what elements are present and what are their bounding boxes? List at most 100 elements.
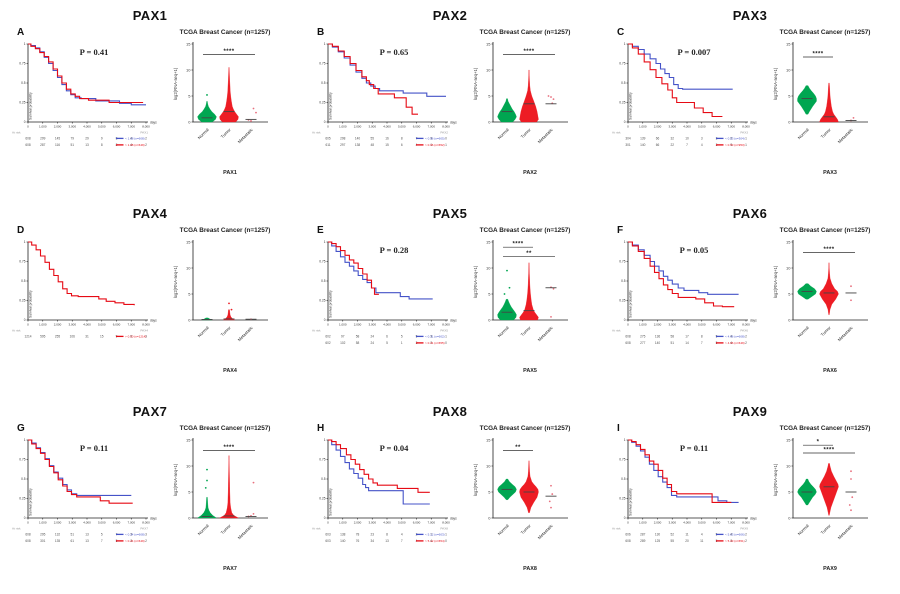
km-x-tick-label: 2,000: [354, 125, 362, 129]
violin-outlier-dot: [548, 500, 551, 503]
violin-x-tick-label: Metastatic: [837, 325, 854, 342]
km-y-tick-label: 1: [24, 438, 26, 442]
risk-legend-label: < 0.24 (n=608): [125, 533, 145, 537]
panel-letter: C: [617, 27, 625, 38]
km-x-tick-label: 5,000: [698, 521, 706, 525]
significance-stars: ****: [524, 49, 535, 55]
violin-title: TCGA Breast Cancer (n=1257): [780, 29, 871, 36]
risk-count: 602: [325, 341, 331, 345]
risk-count: 58: [356, 335, 360, 339]
survival-curve-high: [628, 43, 723, 118]
km-x-tick-label: 5,000: [98, 521, 106, 525]
violin-normal: [797, 85, 817, 115]
risk-count: 8: [701, 335, 703, 339]
panel-g: PAX7 G 0 0.25 0.5 0.75 1 0 1,000 2,000 3,000 4,00…: [0, 396, 300, 594]
risk-count: 8: [401, 137, 403, 141]
violin-y-tick-label: 0: [788, 317, 791, 322]
risk-table-header: At risk: [12, 527, 21, 531]
violin-outlier-dot: [850, 478, 852, 480]
risk-count: 301: [40, 539, 46, 543]
km-x-tick-label: 8,000: [442, 521, 450, 525]
risk-count: 595: [40, 335, 46, 339]
significance-stars: **: [526, 251, 532, 257]
km-x-tick-label: 8,000: [742, 521, 750, 525]
panel-letter: D: [17, 225, 25, 236]
panel-d: PAX4 D 0 0.25 0.5 0.75 1 0 1,000 2,000 3,000 4,00…: [0, 198, 300, 396]
violin-y-axis-label: log2(RNA-seq+1): [173, 463, 178, 496]
risk-count: 608: [625, 539, 631, 543]
violin-y-tick-label: 15: [186, 437, 191, 442]
km-x-tick-label: 4,000: [383, 125, 391, 129]
survival-curve-low: [628, 241, 739, 295]
violin-outlier-dot: [206, 468, 208, 471]
violin-x-tick-label: Tumor: [220, 523, 232, 535]
violin-x-axis-label: PAX6: [823, 368, 837, 374]
violin-x-tick-label: Normal: [497, 127, 510, 140]
panel-gene-title: PAX2: [432, 8, 468, 23]
violin-outlier-dot: [850, 509, 852, 512]
risk-count: 3: [145, 533, 147, 537]
violin-x-tick-label: Normal: [197, 523, 210, 536]
km-x-tick-label: 7,000: [427, 323, 435, 327]
violin-x-tick-label: Metastatic: [537, 127, 554, 144]
risk-count: 66: [656, 143, 660, 147]
risk-count: 2: [145, 143, 147, 147]
risk-legend-label: > 0.53 (n=953): [725, 143, 745, 147]
violin-y-tick-label: 0: [488, 119, 491, 124]
km-y-tick-label: 1: [324, 438, 326, 442]
panel-gene-title: PAX4: [132, 206, 168, 221]
risk-count: 132: [55, 533, 61, 537]
risk-count: 7: [686, 143, 688, 147]
risk-count: 608: [625, 341, 631, 345]
km-y-tick-label: 0: [24, 318, 26, 322]
km-y-tick-label: 0.5: [621, 279, 626, 283]
km-x-tick-label: 6,000: [413, 125, 421, 129]
risk-count: 608: [25, 137, 31, 141]
risk-count: 4: [730, 533, 732, 537]
risk-count: 4: [701, 533, 703, 537]
violin-outlier-dot: [252, 481, 255, 484]
risk-count: 608: [625, 335, 631, 339]
km-y-axis-label: Survival probability: [629, 290, 633, 318]
km-plot-svg: 0 0.25 0.5 0.75 1 0 1,000 2,000 3,000 4,000 5,000 6…: [12, 438, 157, 543]
km-plot-svg: 0 0.25 0.5 0.75 1 0 1,000 2,000 3,000 4,000 5,000 6…: [612, 240, 757, 345]
risk-legend-label: < 5.03 (n=606): [725, 533, 745, 537]
km-y-tick-label: 0.25: [19, 497, 25, 501]
violin-y-tick-label: 15: [786, 437, 791, 442]
violin-x-tick-label: Normal: [797, 325, 810, 338]
km-y-tick-label: 0.75: [619, 62, 625, 66]
km-y-tick-label: 0: [324, 120, 326, 124]
risk-count: 3: [730, 143, 732, 147]
violin-normal: [197, 101, 217, 123]
risk-count: 1214: [24, 335, 31, 339]
km-y-tick-label: 0.5: [621, 477, 626, 481]
risk-count: 297: [340, 143, 346, 147]
km-x-tick-label: 4,000: [683, 323, 691, 327]
km-y-tick-label: 0.5: [21, 477, 26, 481]
violin-plot-svg: TCGA Breast Cancer (n=1257) 0 5 10 15 log2(RN…: [473, 29, 570, 176]
risk-count: 4: [430, 539, 432, 543]
km-axes: [27, 242, 148, 321]
violin-y-tick-label: 15: [786, 41, 791, 46]
risk-count: 9: [101, 137, 103, 141]
risk-count: 58: [670, 335, 674, 339]
violin-tumor: [219, 67, 239, 123]
risk-table-header: At risk: [312, 131, 321, 135]
km-x-tick-label: 7,000: [727, 125, 735, 129]
violin-outlier-dot: [550, 484, 552, 487]
risk-legend-label: > 5.12 (n=654): [425, 539, 445, 543]
risk-count: 2: [745, 533, 747, 537]
risk-count: 5: [130, 335, 132, 339]
violin-normal: [497, 98, 517, 123]
risk-count: 7: [101, 539, 103, 543]
risk-count: 5: [386, 341, 388, 345]
km-pvalue: P = 0.28: [380, 245, 409, 255]
violin-outlier-dot: [552, 287, 555, 290]
risk-count: 5: [101, 533, 103, 537]
violin-y-tick-label: 0: [788, 119, 791, 124]
survival-curve-low: [328, 241, 433, 300]
km-x-tick-label: 6,000: [113, 125, 121, 129]
risk-count: 8: [101, 143, 103, 147]
violin-normal: [497, 299, 517, 321]
violin-tumor: [819, 463, 839, 516]
